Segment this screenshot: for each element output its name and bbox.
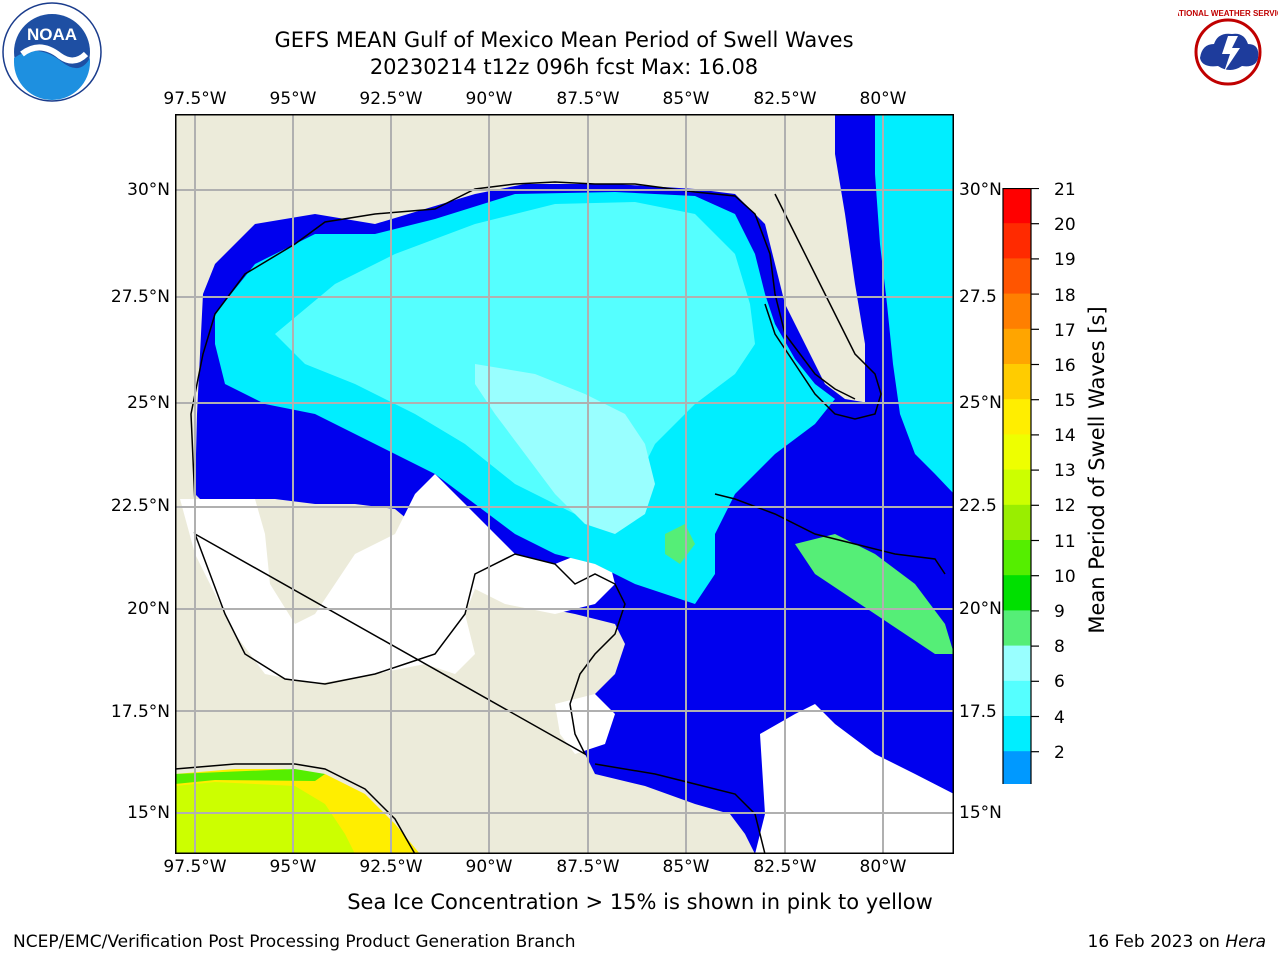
- lon-label-top: 85°W: [662, 89, 710, 109]
- colorbar-label: 6: [1054, 672, 1065, 692]
- lat-label-right: 20°N: [959, 599, 1002, 619]
- lat-label-left: 20°N: [127, 599, 170, 619]
- masked-yucatan-channel: [555, 694, 615, 754]
- lat-label-right: 15°N: [959, 803, 1002, 823]
- lon-label-bottom: 85°W: [662, 857, 710, 877]
- period-zone-green-channel: [665, 524, 695, 564]
- lat-label-left: 17.5°N: [110, 702, 170, 722]
- colorbar-label: 8: [1054, 637, 1065, 657]
- lat-label-right: 27.5: [959, 287, 997, 307]
- nws-logo: NATIONAL WEATHER SERVICE: [1168, 2, 1280, 102]
- lat-label-left: 25°N: [127, 393, 170, 413]
- colorbar-segment: [1003, 716, 1031, 752]
- lon-label-top: 95°W: [269, 89, 317, 109]
- chart-title: GEFS MEAN Gulf of Mexico Mean Period of …: [274, 28, 854, 52]
- footer-host: Hera: [1225, 932, 1266, 952]
- noaa-logo-text: NOAA: [27, 25, 77, 44]
- sea-ice-note: Sea Ice Concentration > 15% is shown in …: [347, 890, 933, 914]
- lon-label-bottom: 97.5°W: [163, 857, 227, 877]
- lat-label-left: 27.5°N: [110, 287, 170, 307]
- lon-label-bottom: 92.5°W: [359, 857, 423, 877]
- pacific-lime-region: [175, 782, 355, 854]
- period-zone-pale-cyan: [475, 364, 655, 534]
- colorbar-label: 15: [1054, 391, 1076, 411]
- colorbar-segment: [1003, 645, 1031, 682]
- map-frame: [175, 114, 954, 854]
- colorbar-segment: [1003, 293, 1031, 330]
- colorbar-segment: [1003, 680, 1031, 717]
- colorbar-segment: [1003, 188, 1031, 224]
- lon-label-top: 87.5°W: [556, 89, 620, 109]
- atlantic-cyan: [875, 114, 954, 494]
- colorbar-segment: [1003, 223, 1031, 259]
- coastline-central-america: [174, 763, 766, 855]
- colorbar-segment: [1003, 610, 1031, 647]
- colorbar-segment: [1003, 364, 1031, 400]
- lon-label-top: 80°W: [859, 89, 907, 109]
- lon-label-top: 97.5°W: [163, 89, 227, 109]
- colorbar-segment: [1003, 399, 1031, 435]
- footer-branch: NCEP/EMC/Verification Post Processing Pr…: [13, 932, 576, 952]
- colorbar-segment: [1003, 469, 1031, 506]
- lon-label-bottom: 95°W: [269, 857, 317, 877]
- footer-date: 16 Feb 2023 on Hera: [1088, 932, 1266, 952]
- pacific-green-strip: [175, 769, 325, 784]
- map-area: [174, 114, 954, 855]
- masked-south-gulf: [180, 474, 615, 684]
- lon-label-bottom: 80°W: [859, 857, 907, 877]
- colorbar-label: 9: [1054, 602, 1065, 622]
- colorbar-label: 12: [1054, 496, 1076, 516]
- footer-date-text: 16 Feb 2023 on: [1087, 932, 1226, 952]
- colorbar-svg: [1002, 187, 1039, 816]
- map-svg: [174, 114, 954, 855]
- masked-caribbean: [755, 704, 954, 854]
- colorbar-segment: [1003, 575, 1031, 611]
- colorbar-label: 13: [1054, 461, 1076, 481]
- lon-label-bottom: 90°W: [465, 857, 513, 877]
- colorbar-title: Mean Period of Swell Waves [s]: [1085, 306, 1109, 634]
- colorbar-segment: [1003, 751, 1031, 787]
- colorbar-label: 21: [1054, 180, 1076, 200]
- colorbar-segment: [1003, 258, 1031, 295]
- colorbar-segment: [1003, 504, 1031, 541]
- lat-label-left: 22.5°N: [110, 496, 170, 516]
- lat-label-left: 30°N: [127, 180, 170, 200]
- period-zone-green-caribbean: [795, 534, 954, 654]
- lon-label-top: 90°W: [465, 89, 513, 109]
- nws-logo-text: NATIONAL WEATHER SERVICE: [1178, 9, 1278, 18]
- colorbar-label: 11: [1054, 532, 1076, 552]
- colorbar-label: 20: [1054, 215, 1076, 235]
- colorbar-label: 10: [1054, 567, 1076, 587]
- lon-label-top: 92.5°W: [359, 89, 423, 109]
- colorbar-label: 19: [1054, 250, 1076, 270]
- graticule: [175, 114, 954, 854]
- noaa-logo: NOAA: [2, 2, 102, 102]
- lat-label-right: 22.5: [959, 496, 997, 516]
- colorbar-label: 18: [1054, 286, 1076, 306]
- colorbar: [1002, 187, 1052, 816]
- colorbar-segment: [1003, 434, 1031, 471]
- chart-subtitle: 20230214 t12z 096h fcst Max: 16.08: [369, 55, 759, 79]
- colorbar-label: 4: [1054, 708, 1065, 728]
- lat-label-right: 17.5: [959, 702, 997, 722]
- lat-label-right: 25°N: [959, 393, 1002, 413]
- colorbar-label: 2: [1054, 743, 1065, 763]
- colorbar-label: 17: [1054, 321, 1076, 341]
- lon-label-top: 82.5°W: [753, 89, 817, 109]
- colorbar-label: 16: [1054, 356, 1076, 376]
- colorbar-segment: [1003, 328, 1031, 365]
- lat-label-left: 15°N: [127, 803, 170, 823]
- colorbar-label: 14: [1054, 426, 1076, 446]
- lon-label-bottom: 82.5°W: [753, 857, 817, 877]
- lon-label-bottom: 87.5°W: [556, 857, 620, 877]
- lat-label-right: 30°N: [959, 180, 1002, 200]
- colorbar-segment: [1003, 540, 1031, 576]
- coastline-gulf: [190, 181, 946, 756]
